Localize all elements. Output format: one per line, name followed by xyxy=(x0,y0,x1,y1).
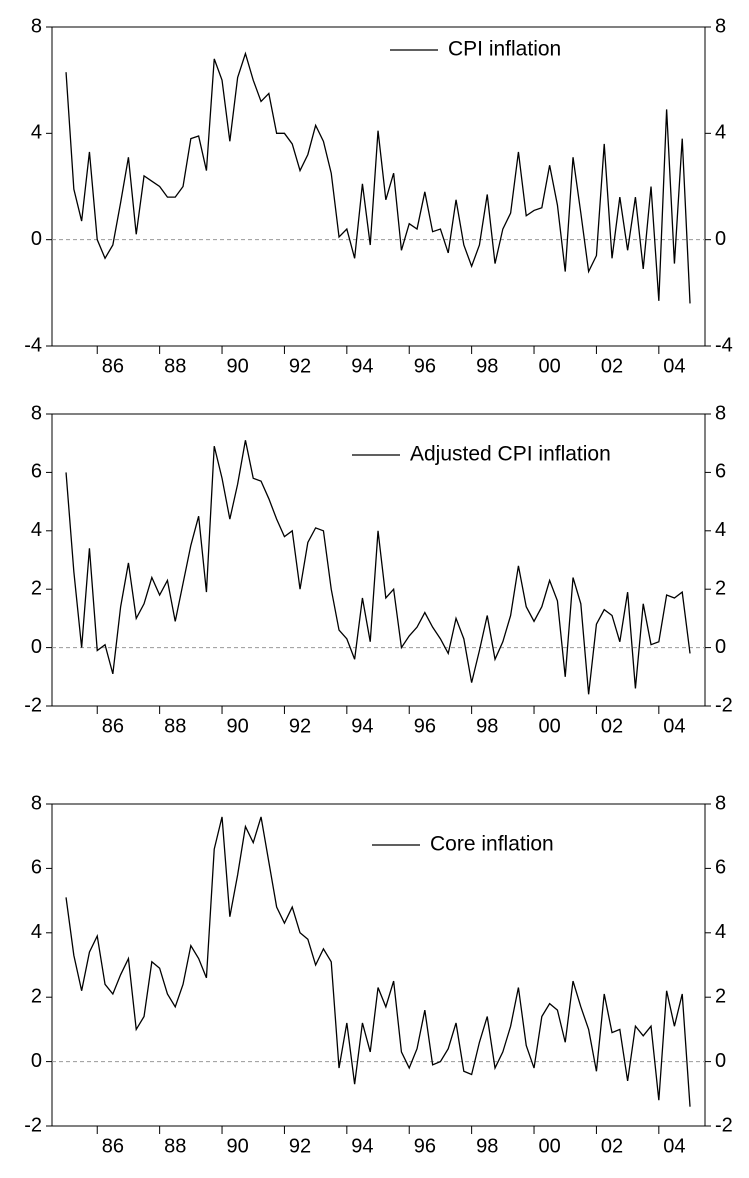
x-tick-label: 00 xyxy=(539,715,561,737)
y-tick-label: 0 xyxy=(31,228,42,250)
legend-label: Adjusted CPI inflation xyxy=(410,443,611,466)
y-tick-label: 4 xyxy=(31,122,42,144)
y2-tick-label: 6 xyxy=(715,461,726,483)
y2-tick-label: 0 xyxy=(715,1050,726,1072)
y-tick-label: 2 xyxy=(31,577,42,599)
x-tick-label: 96 xyxy=(414,715,436,737)
x-tick-label: 88 xyxy=(164,355,186,377)
x-tick-label: 00 xyxy=(539,355,561,377)
x-tick-label: 86 xyxy=(102,715,124,737)
x-tick-label: 96 xyxy=(414,355,436,377)
y2-tick-label: 4 xyxy=(715,519,726,541)
legend-label: Core inflation xyxy=(430,833,554,856)
x-tick-label: 02 xyxy=(601,1135,623,1157)
x-tick-label: 98 xyxy=(476,1135,498,1157)
plot-frame xyxy=(51,803,706,1127)
y-tick-label: 8 xyxy=(31,402,42,424)
y-tick-label: 2 xyxy=(31,985,42,1007)
y-tick-label: 6 xyxy=(31,461,42,483)
y-tick-label: 0 xyxy=(31,1050,42,1072)
x-tick-label: 98 xyxy=(476,355,498,377)
x-tick-label: 88 xyxy=(164,715,186,737)
plot-frame xyxy=(51,26,706,347)
y2-tick-label: -2 xyxy=(715,1114,733,1136)
x-tick-label: 92 xyxy=(289,1135,311,1157)
x-tick-label: 92 xyxy=(289,355,311,377)
y2-tick-label: 0 xyxy=(715,636,726,658)
y-tick-label: 6 xyxy=(31,857,42,879)
y2-tick-label: -4 xyxy=(715,334,733,356)
x-tick-label: 96 xyxy=(414,1135,436,1157)
x-tick-label: 02 xyxy=(601,355,623,377)
y2-tick-label: 2 xyxy=(715,577,726,599)
y-tick-label: -2 xyxy=(24,694,42,716)
y2-tick-label: 4 xyxy=(715,921,726,943)
x-tick-label: 98 xyxy=(476,715,498,737)
y2-tick-label: 8 xyxy=(715,402,726,424)
y-tick-label: 8 xyxy=(31,15,42,37)
x-tick-label: 92 xyxy=(289,715,311,737)
legend-label: CPI inflation xyxy=(448,38,561,61)
y-tick-label: -4 xyxy=(24,334,42,356)
x-tick-label: 04 xyxy=(663,355,685,377)
x-tick-label: 90 xyxy=(227,355,249,377)
plot-frame xyxy=(51,413,706,707)
x-tick-label: 94 xyxy=(351,1135,373,1157)
series-line xyxy=(65,816,691,1107)
y-tick-label: 0 xyxy=(31,636,42,658)
y-tick-label: 8 xyxy=(31,792,42,814)
y2-tick-label: 0 xyxy=(715,228,726,250)
y2-tick-label: 6 xyxy=(715,857,726,879)
series-line xyxy=(65,440,691,695)
y-tick-label: 4 xyxy=(31,921,42,943)
y2-tick-label: 8 xyxy=(715,792,726,814)
x-tick-label: 86 xyxy=(102,355,124,377)
y-tick-label: -2 xyxy=(24,1114,42,1136)
y2-tick-label: -2 xyxy=(715,694,733,716)
x-tick-label: 90 xyxy=(227,715,249,737)
x-tick-label: 04 xyxy=(663,1135,685,1157)
x-tick-label: 94 xyxy=(351,355,373,377)
y2-tick-label: 2 xyxy=(715,985,726,1007)
x-tick-label: 04 xyxy=(663,715,685,737)
x-tick-label: 86 xyxy=(102,1135,124,1157)
x-tick-label: 94 xyxy=(351,715,373,737)
y2-tick-label: 4 xyxy=(715,122,726,144)
y-tick-label: 4 xyxy=(31,519,42,541)
x-tick-label: 88 xyxy=(164,1135,186,1157)
series-line xyxy=(65,51,691,304)
x-tick-label: 02 xyxy=(601,715,623,737)
y2-tick-label: 8 xyxy=(715,15,726,37)
x-tick-label: 90 xyxy=(227,1135,249,1157)
x-tick-label: 00 xyxy=(539,1135,561,1157)
